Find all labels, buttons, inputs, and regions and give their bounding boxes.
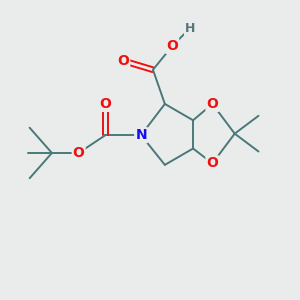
Text: O: O: [167, 39, 178, 53]
Text: H: H: [185, 22, 195, 34]
Text: N: N: [135, 128, 147, 142]
Text: O: O: [117, 54, 129, 68]
Text: O: O: [100, 97, 111, 111]
Text: O: O: [73, 146, 85, 160]
Text: O: O: [206, 156, 218, 170]
Text: O: O: [206, 97, 218, 111]
